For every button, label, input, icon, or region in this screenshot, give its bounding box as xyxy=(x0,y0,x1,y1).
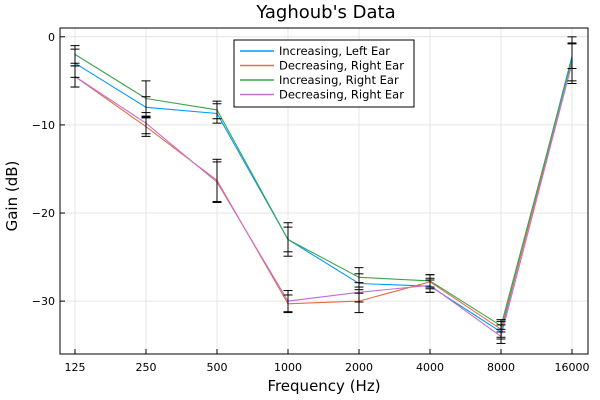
x-tick-label: 8000 xyxy=(487,361,515,374)
legend-item: Decreasing, Right Ear xyxy=(240,88,404,102)
error-bar xyxy=(141,112,151,135)
series-line-2 xyxy=(74,63,573,331)
x-axis-ticks: 125 250 500 1000 2000 4000 8000 16000 xyxy=(65,349,590,374)
legend-item: Increasing, Left Ear xyxy=(240,44,390,58)
x-tick-label: 16000 xyxy=(555,361,590,374)
x-tick-label: 2000 xyxy=(345,361,373,374)
error-bar xyxy=(70,45,80,64)
legend-item: Decreasing, Right Ear xyxy=(240,59,404,73)
series-line-4 xyxy=(74,63,573,338)
error-bar xyxy=(354,282,364,303)
series-line-3 xyxy=(74,53,573,327)
y-tick-label: 0 xyxy=(48,31,55,44)
y-axis-label: Gain (dB) xyxy=(3,161,21,232)
series-line-1 xyxy=(74,56,573,333)
x-tick-label: 125 xyxy=(65,361,86,374)
plot-frame xyxy=(59,27,589,355)
x-tick-label: 500 xyxy=(207,361,228,374)
legend-label: Decreasing, Right Ear xyxy=(279,88,404,102)
x-tick-label: 4000 xyxy=(416,361,444,374)
legend-label: Increasing, Left Ear xyxy=(279,44,390,58)
y-tick-label: −20 xyxy=(32,207,55,220)
legend-label: Decreasing, Right Ear xyxy=(279,59,404,73)
x-tick-label: 250 xyxy=(136,361,157,374)
error-bar xyxy=(212,100,222,120)
x-axis-label: Frequency (Hz) xyxy=(267,377,380,395)
error-bar xyxy=(212,161,222,203)
error-bar xyxy=(567,42,577,85)
error-bar xyxy=(425,277,435,293)
y-axis-ticks: 0 −10 −20 −30 xyxy=(32,31,65,308)
error-bar xyxy=(496,328,506,344)
chart-title: Yaghoub's Data xyxy=(255,2,395,23)
y-tick-label: −10 xyxy=(32,119,55,132)
y-tick-label: −30 xyxy=(32,295,55,308)
error-bars xyxy=(70,36,577,344)
x-tick-label: 1000 xyxy=(274,361,302,374)
series-lines xyxy=(74,53,573,338)
legend-item: Increasing, Right Ear xyxy=(240,73,399,87)
error-bar xyxy=(70,65,80,88)
legend-label: Increasing, Right Ear xyxy=(279,73,399,87)
error-bar xyxy=(283,290,293,313)
error-bar xyxy=(283,222,293,257)
